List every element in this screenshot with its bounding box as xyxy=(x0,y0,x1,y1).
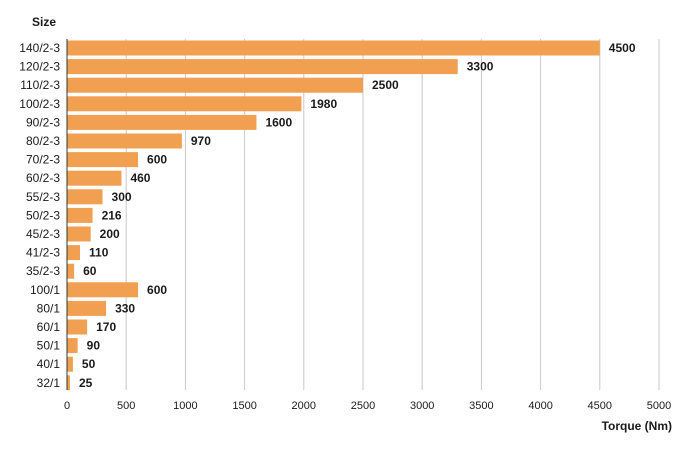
category-label: 32/1 xyxy=(37,376,61,390)
value-label: 2500 xyxy=(372,78,399,92)
bar xyxy=(67,226,91,242)
bar xyxy=(67,375,70,391)
value-label: 600 xyxy=(147,153,167,167)
bar xyxy=(67,300,107,316)
value-label: 460 xyxy=(130,171,150,185)
bar xyxy=(67,152,139,168)
value-label: 300 xyxy=(112,190,132,204)
bar xyxy=(67,77,363,93)
category-label: 90/2-3 xyxy=(26,115,60,129)
value-label: 3300 xyxy=(467,60,494,74)
bar xyxy=(67,59,458,75)
bar xyxy=(67,189,103,205)
bar xyxy=(67,245,81,261)
value-label: 1980 xyxy=(310,97,337,111)
bar xyxy=(67,114,257,130)
category-label: 100/1 xyxy=(30,283,60,297)
category-label: 40/1 xyxy=(37,357,61,371)
y-axis-title: Size xyxy=(32,15,56,29)
value-label: 60 xyxy=(83,264,97,278)
bar xyxy=(67,207,93,223)
category-label: 60/1 xyxy=(37,320,61,334)
value-label: 110 xyxy=(89,246,109,260)
category-label: 55/2-3 xyxy=(26,190,60,204)
category-label: 70/2-3 xyxy=(26,153,60,167)
bar xyxy=(67,282,139,298)
value-label: 50 xyxy=(82,357,96,371)
value-label: 330 xyxy=(115,301,135,315)
category-label: 50/1 xyxy=(37,339,61,353)
category-label: 120/2-3 xyxy=(19,60,60,74)
value-label: 170 xyxy=(96,320,116,334)
value-label: 4500 xyxy=(609,41,636,55)
bar xyxy=(67,96,302,112)
category-label: 110/2-3 xyxy=(20,78,60,92)
value-label: 216 xyxy=(102,208,122,222)
x-tick-label: 2000 xyxy=(292,400,316,412)
category-label: 41/2-3 xyxy=(26,246,60,260)
x-tick-label: 1000 xyxy=(173,400,197,412)
value-label: 970 xyxy=(191,134,211,148)
bar xyxy=(67,263,75,279)
value-label: 600 xyxy=(147,283,167,297)
x-tick-label: 4000 xyxy=(528,400,552,412)
category-label: 80/2-3 xyxy=(26,134,60,148)
bar xyxy=(67,319,88,335)
category-label: 45/2-3 xyxy=(26,227,60,241)
bar xyxy=(67,356,73,372)
labels: 0 500 1000 1500 2000 2500 3000 3500 4000 4500 5000… xyxy=(19,41,671,412)
x-tick-label: 3500 xyxy=(469,400,493,412)
category-label: 140/2-3 xyxy=(19,41,60,55)
bar xyxy=(67,170,122,186)
bar xyxy=(67,40,600,56)
x-tick-label: 500 xyxy=(117,400,135,412)
value-label: 200 xyxy=(100,227,120,241)
bar xyxy=(67,338,78,354)
x-tick-label: 2500 xyxy=(351,400,375,412)
value-label: 90 xyxy=(87,339,101,353)
bars xyxy=(67,40,600,391)
x-tick-label: 4500 xyxy=(588,400,612,412)
bar xyxy=(67,133,182,149)
category-label: 60/2-3 xyxy=(26,171,60,185)
category-label: 50/2-3 xyxy=(26,208,60,222)
x-tick-label: 3000 xyxy=(410,400,434,412)
value-label: 1600 xyxy=(265,115,292,129)
category-label: 35/2-3 xyxy=(26,264,60,278)
x-tick-label: 0 xyxy=(64,400,70,412)
value-label: 25 xyxy=(79,376,93,390)
x-tick-label: 5000 xyxy=(647,400,671,412)
x-tick-label: 1500 xyxy=(232,400,256,412)
x-axis-title: Torque (Nm) xyxy=(602,419,672,433)
category-label: 80/1 xyxy=(37,301,61,315)
category-label: 100/2-3 xyxy=(19,97,60,111)
